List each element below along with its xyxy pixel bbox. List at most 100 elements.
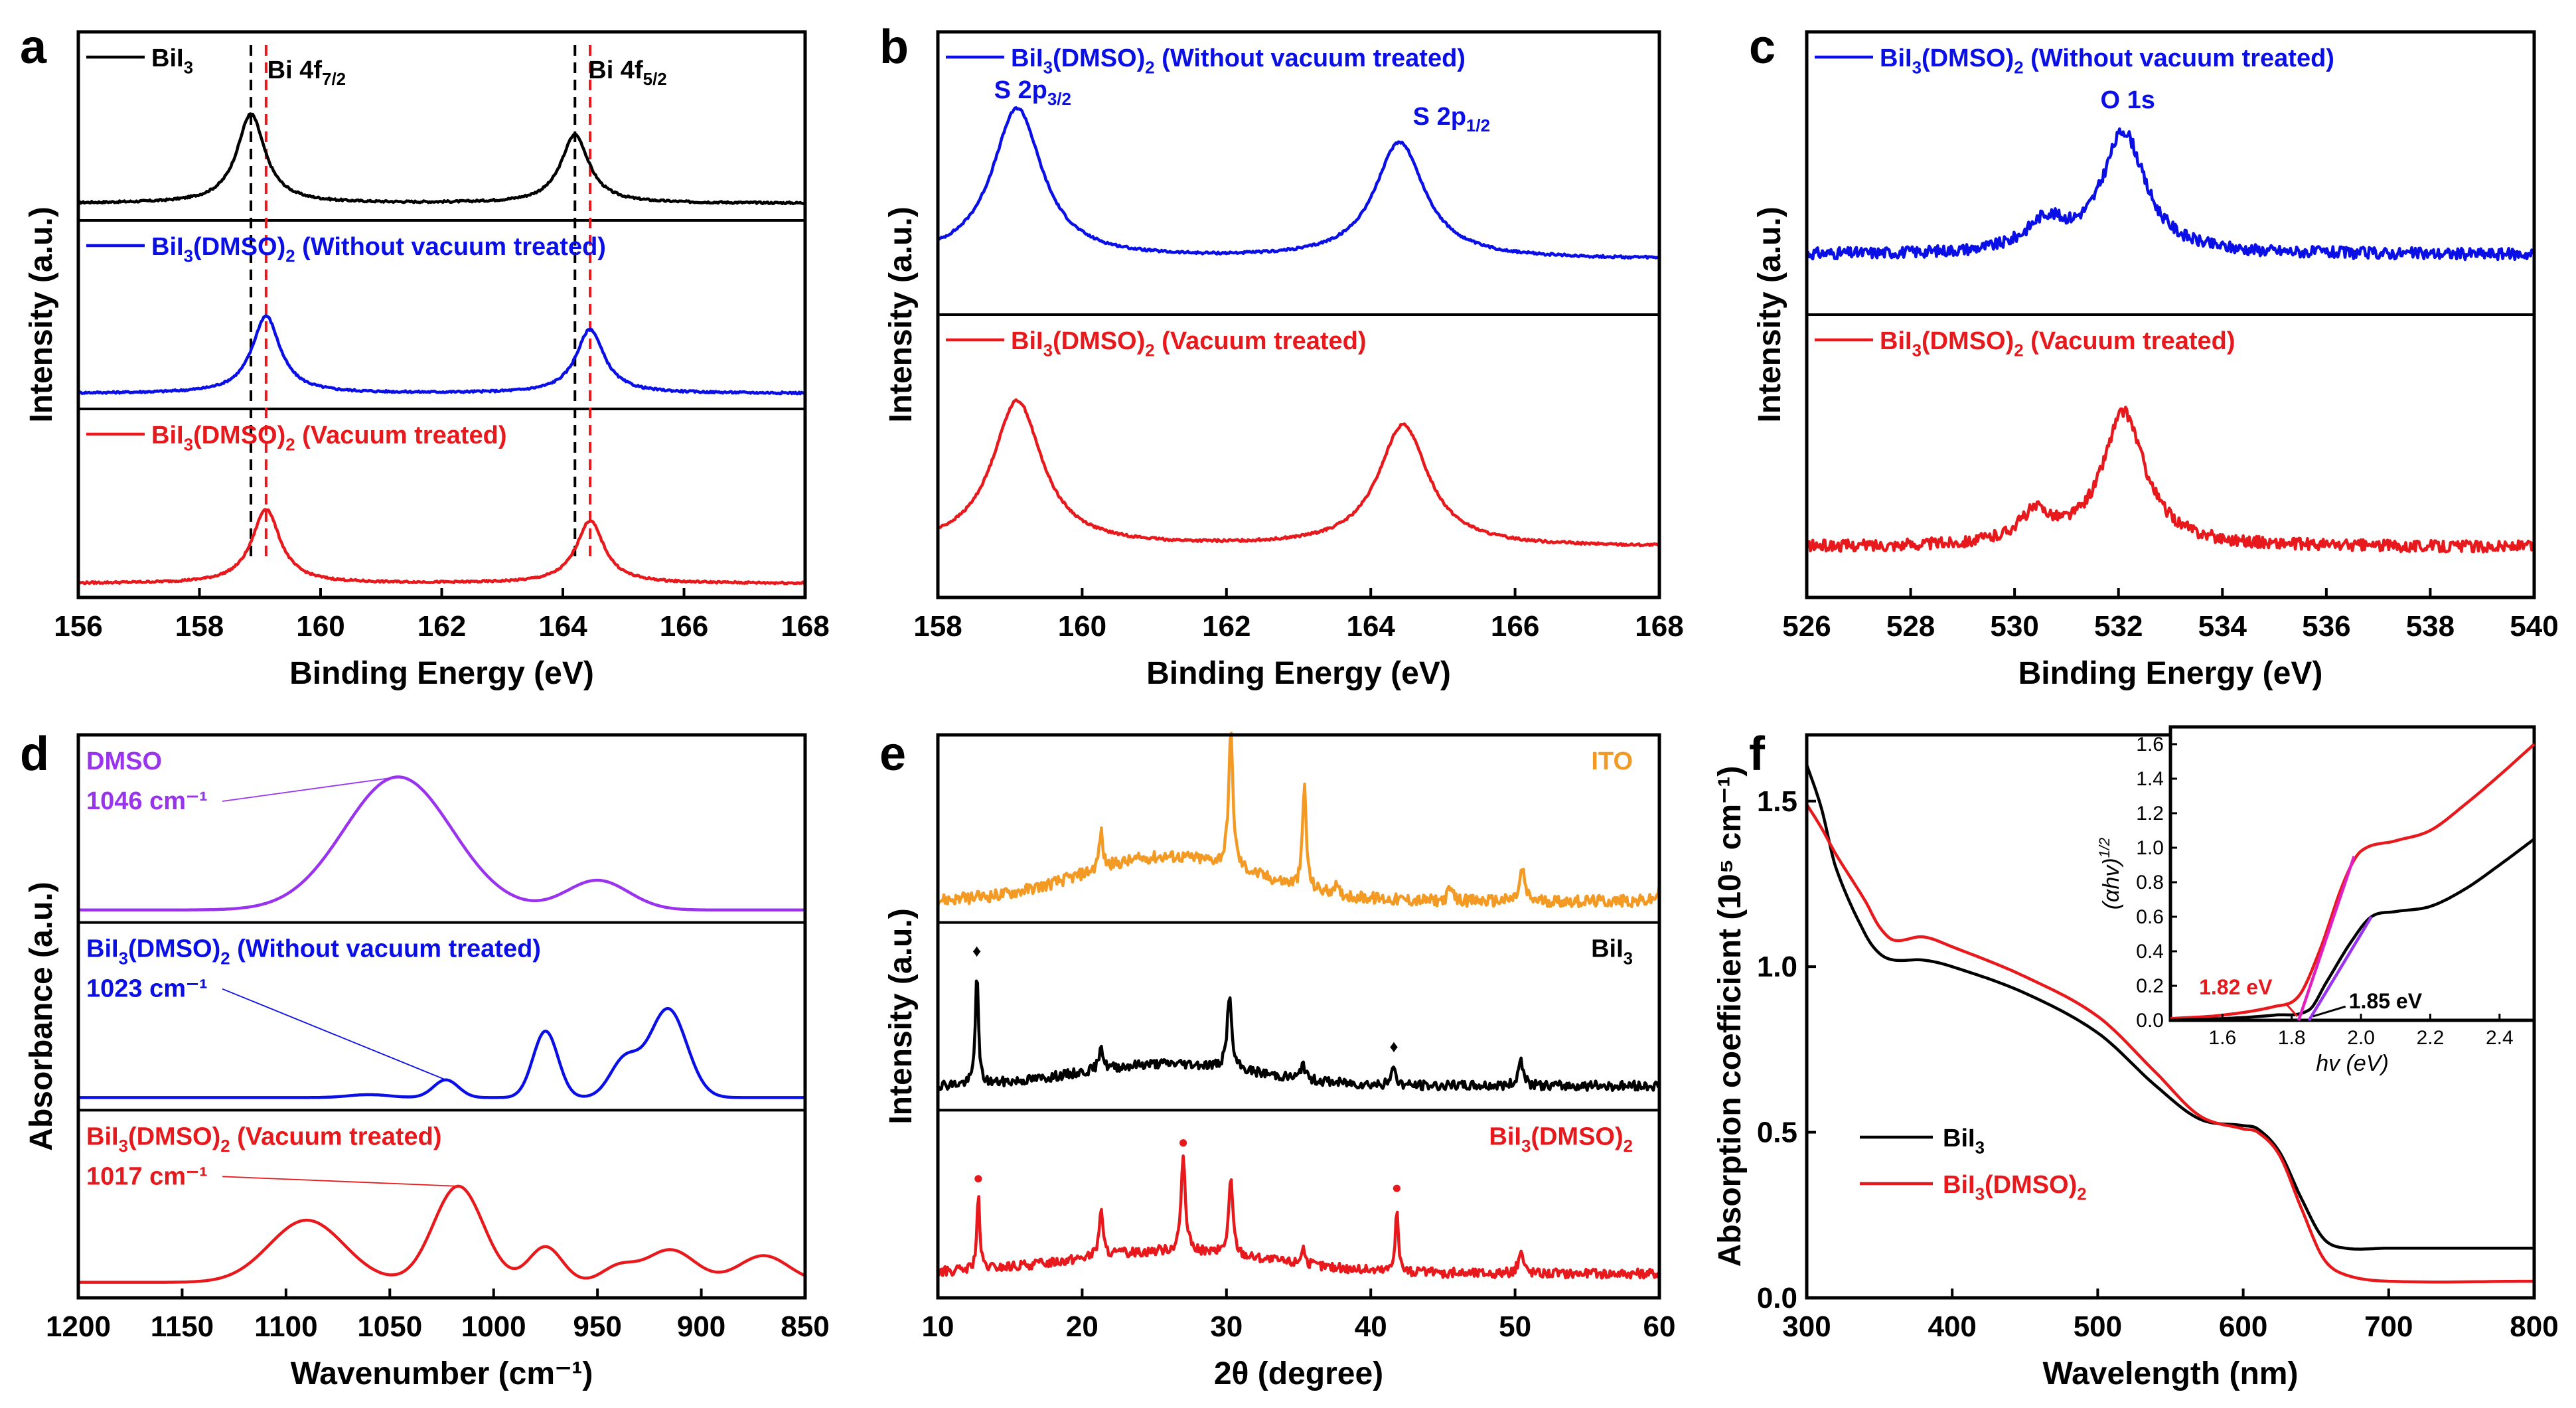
- label-part: 3: [1912, 342, 1922, 360]
- bandgap-arrow: [2312, 1005, 2346, 1018]
- panel-letter: d: [20, 728, 49, 781]
- series-line: [1805, 764, 2534, 1251]
- label-part: 2: [1624, 1137, 1633, 1156]
- label-part: (Vacuum treated): [1155, 327, 1367, 355]
- inset-x-tick-label: 2.0: [2347, 1027, 2375, 1049]
- label-part: (DMSO): [1922, 327, 2014, 355]
- label-part: BiI: [1880, 327, 1912, 355]
- label-part: 3: [1043, 59, 1053, 78]
- y-tick-label: 1.5: [1757, 785, 1797, 818]
- label-part: (Without vacuum treated): [295, 233, 606, 261]
- series-line: [78, 1006, 806, 1099]
- x-tick-label: 300: [1782, 1310, 1831, 1343]
- label-part: (Vacuum treated): [230, 1123, 442, 1150]
- plot-frame: [76, 733, 807, 1300]
- x-tick-label: 164: [1346, 610, 1395, 643]
- inset-tangent: [2297, 856, 2356, 1021]
- peak-leader: [222, 1176, 459, 1187]
- label-part: (Without vacuum treated): [230, 935, 541, 963]
- peak-annotation: O 1s: [2101, 86, 2155, 114]
- x-tick-label: 1150: [151, 1310, 214, 1343]
- x-axis-title: Binding Energy (eV): [2018, 656, 2323, 691]
- series-label: BiI3(DMSO)2 (Vacuum treated): [151, 422, 507, 455]
- x-tick-label: 532: [2094, 610, 2143, 643]
- inset-x-tick-label: 2.2: [2417, 1027, 2445, 1049]
- label-part: (DMSO): [128, 1123, 220, 1150]
- label-part: (Vacuum treated): [2024, 327, 2235, 355]
- series-label: BiI3: [1591, 935, 1633, 969]
- label-part: ITO: [1591, 747, 1633, 775]
- x-tick-label: 400: [1928, 1310, 1976, 1343]
- x-tick-label: 160: [1058, 610, 1106, 643]
- panel-letter: c: [1749, 21, 1776, 74]
- plot-frame: [76, 30, 807, 599]
- y-axis-title: Intensity (a.u.): [883, 206, 919, 422]
- y-axis-title: Intensity (a.u.): [883, 908, 919, 1124]
- label-part: 3: [1521, 1137, 1531, 1156]
- peak-annotation: S 2p1/2: [1413, 103, 1490, 135]
- x-tick-label: 1100: [254, 1310, 317, 1343]
- plot-frame: [936, 733, 1661, 1300]
- x-axis-title: Binding Energy (eV): [1146, 656, 1451, 691]
- label-part: (DMSO): [1053, 44, 1145, 72]
- x-tick-label: 158: [175, 610, 224, 643]
- annotation-main: S 2p: [994, 76, 1047, 104]
- x-tick-label: 168: [1635, 610, 1683, 643]
- x-tick-label: 536: [2302, 610, 2350, 643]
- x-tick-label: 540: [2510, 610, 2558, 643]
- series-line: [936, 1154, 1661, 1280]
- label-part: (Without vacuum treated): [2024, 44, 2334, 72]
- annotation-main: O 1s: [2101, 86, 2155, 114]
- inset-y-tick-label: 0.8: [2136, 872, 2164, 894]
- x-tick-label: 10: [922, 1310, 954, 1343]
- series-label: BiI3(DMSO)2 (Without vacuum treated): [1011, 44, 1466, 78]
- peak-leader: [222, 776, 398, 802]
- inset-y-tick-label: 1.0: [2136, 837, 2164, 859]
- label-part: 2: [220, 1137, 230, 1156]
- series-line: [937, 106, 1661, 260]
- label-part: BiI: [1943, 1125, 1975, 1152]
- inset-y-tick-label: 1.2: [2136, 803, 2164, 824]
- x-tick-label: 538: [2406, 610, 2455, 643]
- series-label: DMSO: [86, 747, 162, 775]
- x-tick-label: 534: [2198, 610, 2247, 643]
- y-tick-label: 1.0: [1757, 951, 1797, 983]
- inset-y-tick-label: 0.4: [2136, 941, 2164, 963]
- inset-x-tick-label: 1.6: [2208, 1027, 2236, 1049]
- series-label: BiI3: [151, 44, 193, 78]
- panel-letter: e: [879, 728, 906, 781]
- label-part: BiI: [1011, 327, 1043, 355]
- label-part: DMSO: [86, 747, 162, 775]
- annotation-main: Bi 4f: [588, 56, 643, 84]
- series-label: BiI3(DMSO)2 (Without vacuum treated): [151, 233, 606, 266]
- label-part: 2: [220, 949, 230, 968]
- x-tick-label: 1000: [461, 1310, 526, 1343]
- label-part: 3: [1043, 342, 1053, 360]
- x-tick-label: 20: [1066, 1310, 1099, 1343]
- label-part: 3: [119, 1137, 128, 1156]
- inset-x-axis-title: hv (eV): [2316, 1051, 2389, 1076]
- label-part: BiI: [1489, 1123, 1521, 1150]
- label-part: 2: [1145, 342, 1154, 360]
- x-tick-label: 40: [1355, 1310, 1387, 1343]
- x-tick-label: 500: [2074, 1310, 2122, 1343]
- x-tick-label: 850: [781, 1310, 829, 1343]
- inset-tangent: [2307, 915, 2373, 1022]
- x-axis-title: Wavelength (nm): [2043, 1356, 2299, 1391]
- annotation-sub: 7/2: [322, 69, 346, 89]
- x-tick-label: 900: [677, 1310, 725, 1343]
- panel-letter: a: [20, 21, 47, 74]
- inset-y-tick-label: 1.4: [2136, 768, 2164, 790]
- x-tick-label: 158: [913, 610, 962, 643]
- x-tick-label: 156: [54, 610, 102, 643]
- x-tick-label: 526: [1782, 610, 1831, 643]
- x-tick-label: 30: [1210, 1310, 1243, 1343]
- panel-c: BiI3(DMSO)2 (Without vacuum treated)BiI3…: [1752, 30, 2559, 691]
- y-tick-label: 0.0: [1757, 1282, 1797, 1314]
- series-line: [78, 112, 806, 206]
- x-tick-label: 164: [538, 610, 587, 643]
- phase-marker: ♦: [1389, 1036, 1398, 1056]
- bandgap-arrow: [2284, 1002, 2299, 1018]
- x-axis-title: 2θ (degree): [1214, 1356, 1383, 1391]
